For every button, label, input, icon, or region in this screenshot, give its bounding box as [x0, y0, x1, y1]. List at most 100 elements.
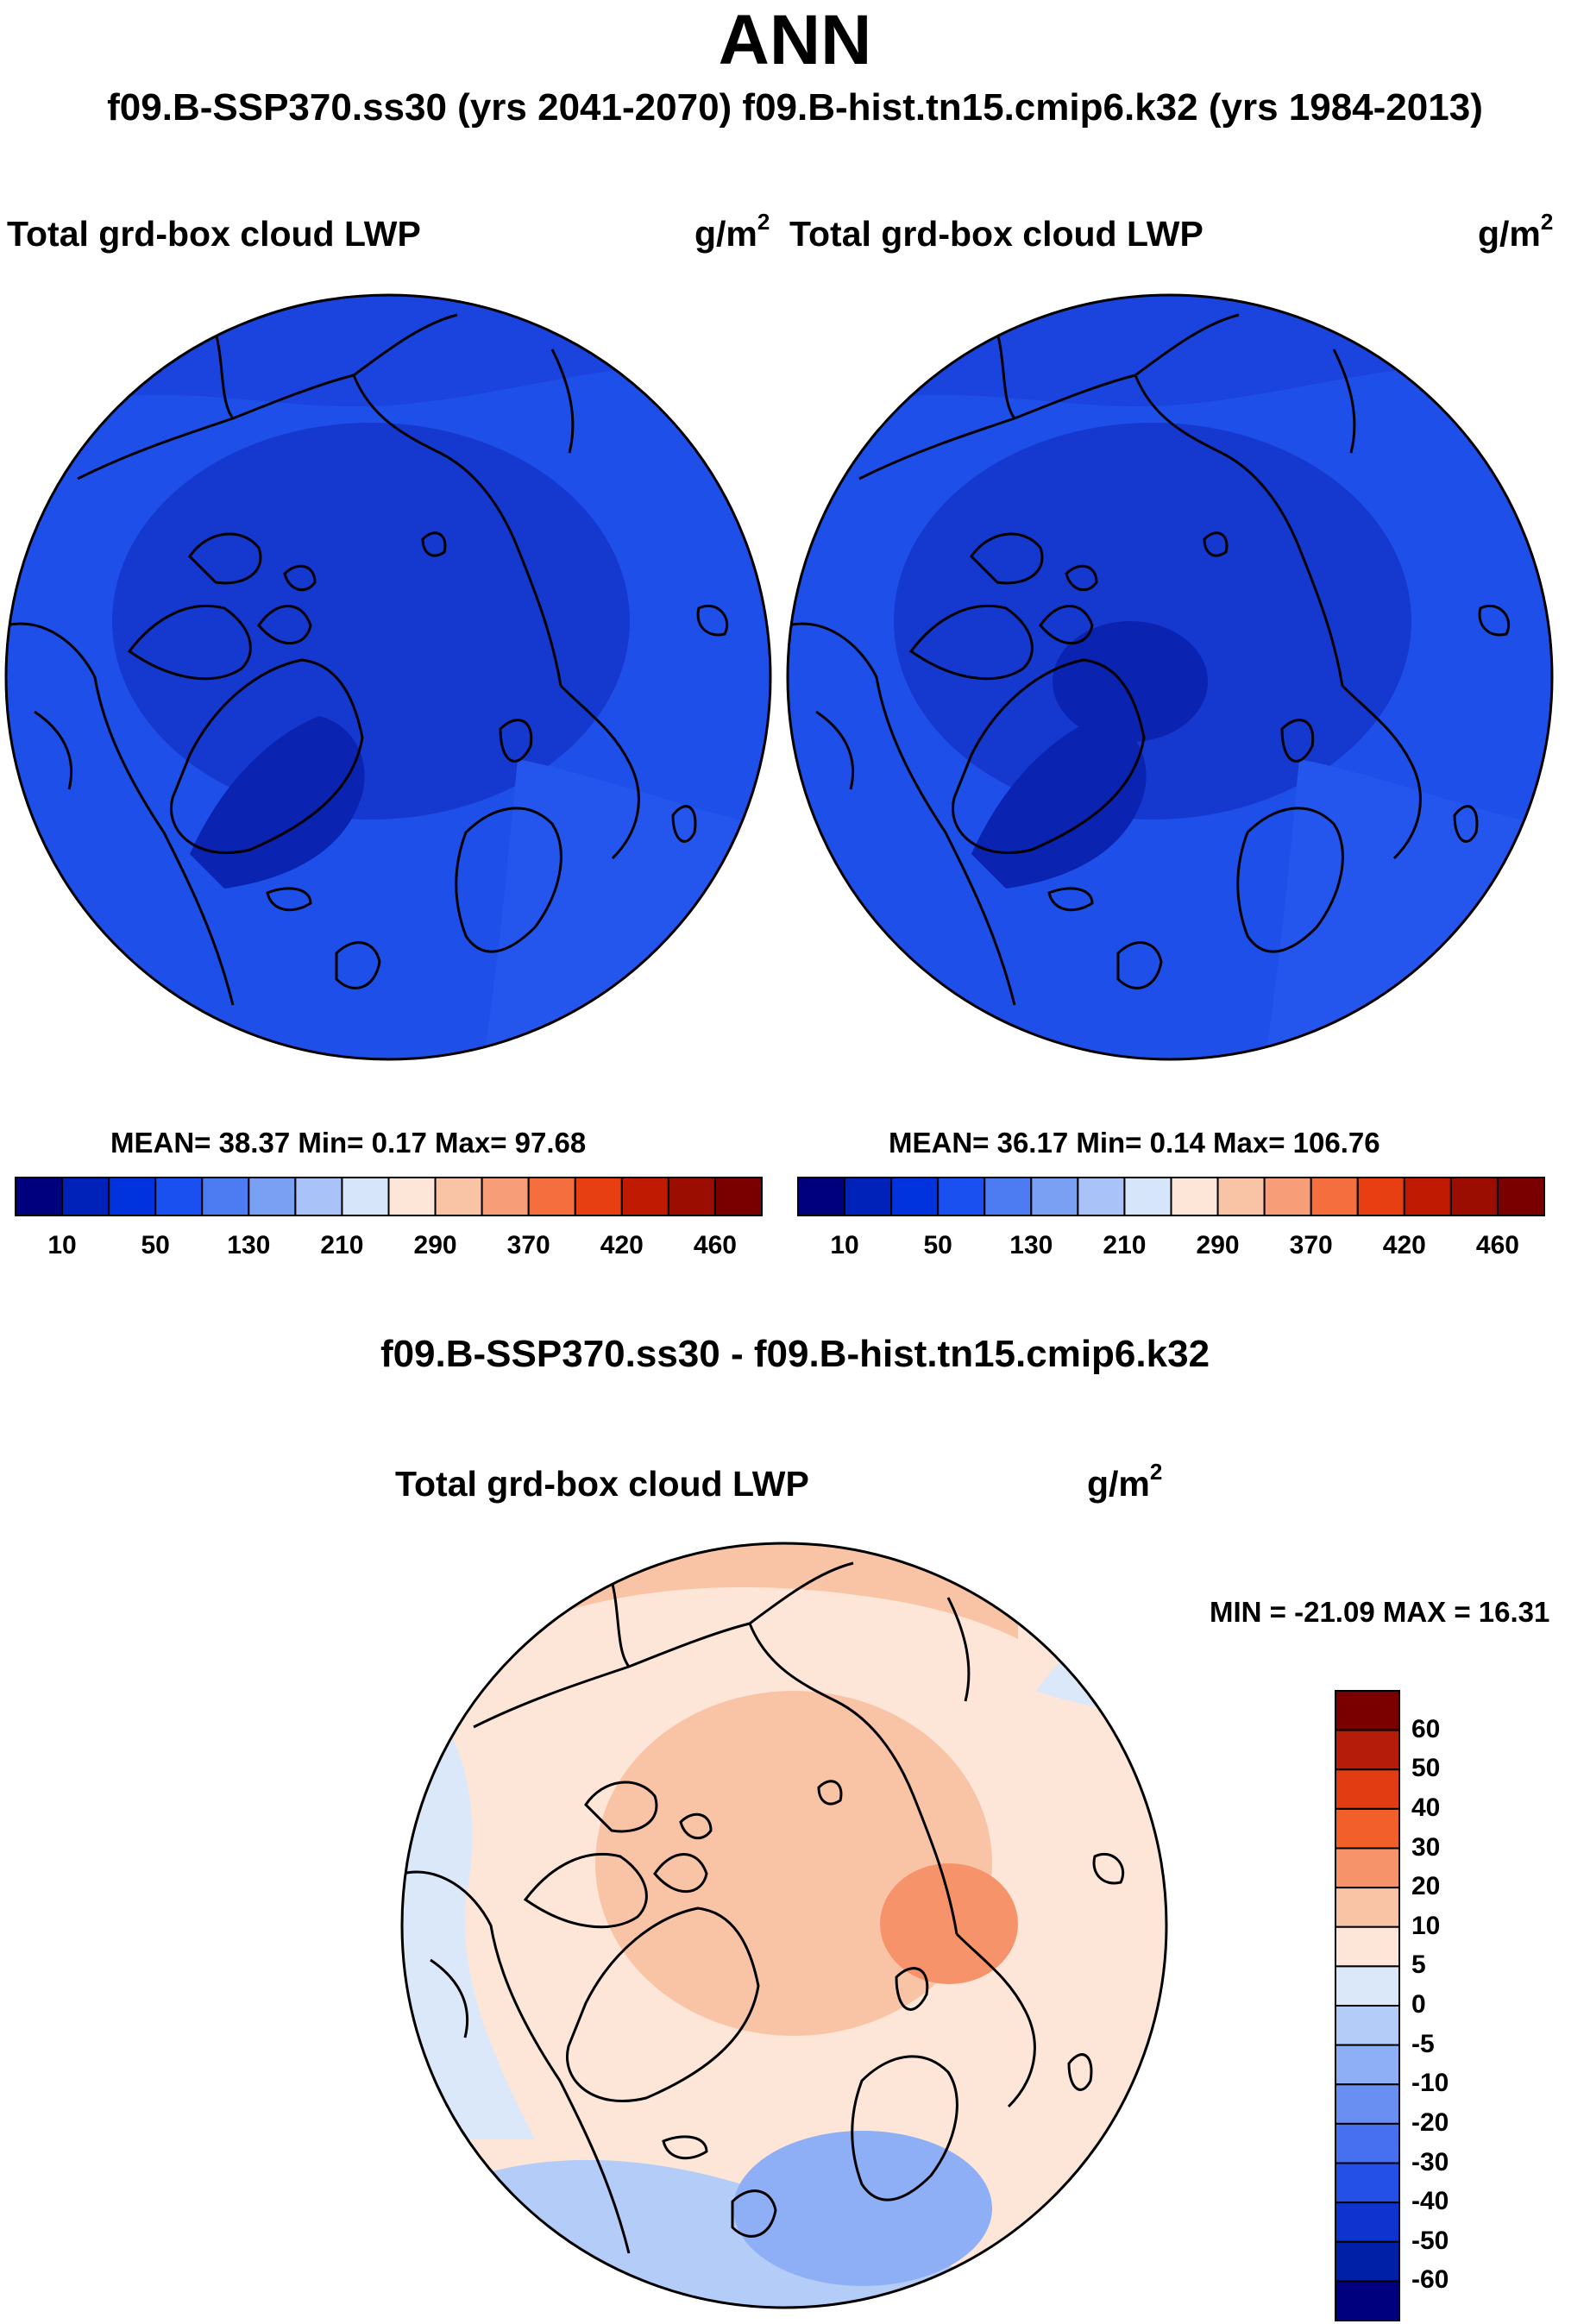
difference-colorbar-swatch: [1335, 1768, 1400, 1810]
right-colorbar-swatch: [1263, 1177, 1312, 1216]
difference-colorbar-tick-label: 10: [1411, 1911, 1441, 1940]
difference-minmax: MIN = -21.09 MAX = 16.31: [1210, 1596, 1550, 1628]
left-colorbar: [15, 1177, 763, 1216]
difference-colorbar-swatch: [1335, 2162, 1400, 2204]
difference-colorbar-swatch: [1335, 2122, 1400, 2164]
left-colorbar-swatch: [387, 1177, 437, 1216]
right-colorbar-tick-label: 290: [1196, 1231, 1240, 1259]
left-colorbar-tick-label: 130: [227, 1231, 271, 1259]
difference-colorbar-swatch: [1335, 1729, 1400, 1771]
left-colorbar-swatch: [481, 1177, 530, 1216]
difference-colorbar-tick-label: -40: [1411, 2187, 1449, 2216]
right-colorbar-swatch: [1216, 1177, 1266, 1216]
difference-colorbar: [1335, 1690, 1400, 2321]
difference-colorbar-tick-label: 30: [1411, 1832, 1441, 1862]
right-colorbar-swatch: [890, 1177, 940, 1216]
left-map-arctic-region: [112, 423, 630, 820]
difference-colorbar-tick-label: -60: [1411, 2265, 1449, 2295]
difference-colorbar-tick-label: -20: [1411, 2107, 1449, 2137]
difference-colorbar-swatch: [1335, 2240, 1400, 2283]
left-colorbar-swatch: [201, 1177, 250, 1216]
difference-map-arctic-positive: [595, 1691, 992, 2036]
difference-colorbar-tick-label: 20: [1411, 1872, 1441, 1901]
right-colorbar-swatch: [1496, 1177, 1545, 1216]
left-colorbar-swatch: [61, 1177, 110, 1216]
right-panel-stats: MEAN= 36.17 Min= 0.14 Max= 106.76: [889, 1127, 1380, 1159]
right-panel-units: g/m2: [1478, 209, 1554, 254]
main-title: ANN: [718, 1, 872, 79]
difference-colorbar-tick-label: -10: [1411, 2069, 1449, 2098]
right-colorbar-swatch: [1449, 1177, 1499, 1216]
difference-colorbar-tick-label: 50: [1411, 1754, 1441, 1783]
left-colorbar-tick-label: 10: [47, 1231, 77, 1259]
difference-colorbar-tick-label: -5: [1411, 2029, 1435, 2058]
right-colorbar-swatch: [1310, 1177, 1359, 1216]
left-map-border: [4, 293, 772, 1061]
left-colorbar-tick-label: 210: [320, 1231, 364, 1259]
difference-colorbar-tick-label: -50: [1411, 2226, 1449, 2255]
left-colorbar-tick-label: 460: [693, 1231, 737, 1259]
difference-colorbar-tick-label: 40: [1411, 1793, 1441, 1822]
right-colorbar-swatch: [937, 1177, 986, 1216]
difference-map-band-west-negative: [402, 1682, 535, 2139]
difference-colorbar-tick-label: -30: [1411, 2147, 1449, 2176]
left-colorbar-swatch: [620, 1177, 669, 1216]
right-colorbar-tick-label: 130: [1009, 1231, 1053, 1259]
left-panel-title: Total grd-box cloud LWP: [7, 214, 421, 254]
left-colorbar-swatch: [15, 1177, 64, 1216]
right-colorbar-tick-label: 460: [1475, 1231, 1519, 1259]
left-colorbar-tick-label: 420: [600, 1231, 644, 1259]
right-colorbar-swatch: [844, 1177, 893, 1216]
difference-map-europe-negative: [733, 2131, 992, 2286]
right-panel-title: Total grd-box cloud LWP: [789, 214, 1203, 254]
difference-colorbar-swatch: [1335, 1807, 1400, 1850]
difference-colorbar-swatch: [1335, 1925, 1400, 1968]
difference-colorbar-swatch: [1335, 2280, 1400, 2321]
difference-colorbar-swatch: [1335, 1887, 1400, 1928]
difference-map-border: [400, 1542, 1168, 2309]
right-colorbar-tick-label: 10: [830, 1231, 859, 1259]
difference-map: [402, 1543, 1166, 2308]
right-map-core-low: [1053, 621, 1208, 742]
difference-colorbar-tick-label: 5: [1411, 1950, 1426, 1980]
left-colorbar-swatch: [154, 1177, 204, 1216]
right-colorbar-swatch: [1123, 1177, 1172, 1216]
subtitle: f09.B-SSP370.ss30 (yrs 2041-2070) f09.B-…: [107, 86, 1483, 129]
right-colorbar-swatch: [1030, 1177, 1079, 1216]
right-colorbar-swatch: [1077, 1177, 1126, 1216]
right-colorbar-tick-label: 370: [1289, 1231, 1333, 1259]
left-colorbar-swatch: [527, 1177, 576, 1216]
left-colorbar-swatch: [108, 1177, 157, 1216]
left-map-greenland-low: [190, 716, 365, 889]
left-colorbar-swatch: [667, 1177, 716, 1216]
right-colorbar-swatch: [1403, 1177, 1452, 1216]
difference-colorbar-tick-label: 60: [1411, 1714, 1441, 1743]
difference-colorbar-swatch: [1335, 1847, 1400, 1889]
left-panel-stats: MEAN= 38.37 Min= 0.17 Max= 97.68: [110, 1127, 587, 1159]
right-colorbar-swatch: [1170, 1177, 1219, 1216]
right-colorbar-swatch: [984, 1177, 1033, 1216]
left-colorbar-tick-label: 50: [141, 1231, 170, 1259]
difference-map-pacific-positive: [535, 1544, 1018, 1639]
left-colorbar-swatch: [713, 1177, 763, 1216]
left-colorbar-tick-label: 370: [506, 1231, 550, 1259]
difference-colorbar-tick-label: 0: [1411, 1990, 1426, 2019]
right-colorbar-swatch: [797, 1177, 846, 1216]
right-colorbar-tick-label: 50: [923, 1231, 952, 1259]
left-panel-units: g/m2: [694, 209, 770, 254]
left-colorbar-swatch: [248, 1177, 297, 1216]
left-colorbar-swatch: [294, 1177, 343, 1216]
difference-title: f09.B-SSP370.ss30 - f09.B-hist.tn15.cmip…: [380, 1333, 1210, 1375]
difference-panel-units: g/m2: [1087, 1459, 1163, 1504]
right-colorbar-swatch: [1356, 1177, 1405, 1216]
difference-colorbar-swatch: [1335, 2202, 1400, 2243]
difference-panel-title: Total grd-box cloud LWP: [395, 1464, 809, 1504]
difference-colorbar-swatch: [1335, 2083, 1400, 2125]
difference-colorbar-swatch: [1335, 2005, 1400, 2046]
left-colorbar-swatch: [341, 1177, 390, 1216]
right-colorbar: [797, 1177, 1545, 1216]
difference-colorbar-swatch: [1335, 1690, 1400, 1731]
right-map-greenland-low: [971, 716, 1147, 889]
right-colorbar-tick-label: 210: [1103, 1231, 1147, 1259]
